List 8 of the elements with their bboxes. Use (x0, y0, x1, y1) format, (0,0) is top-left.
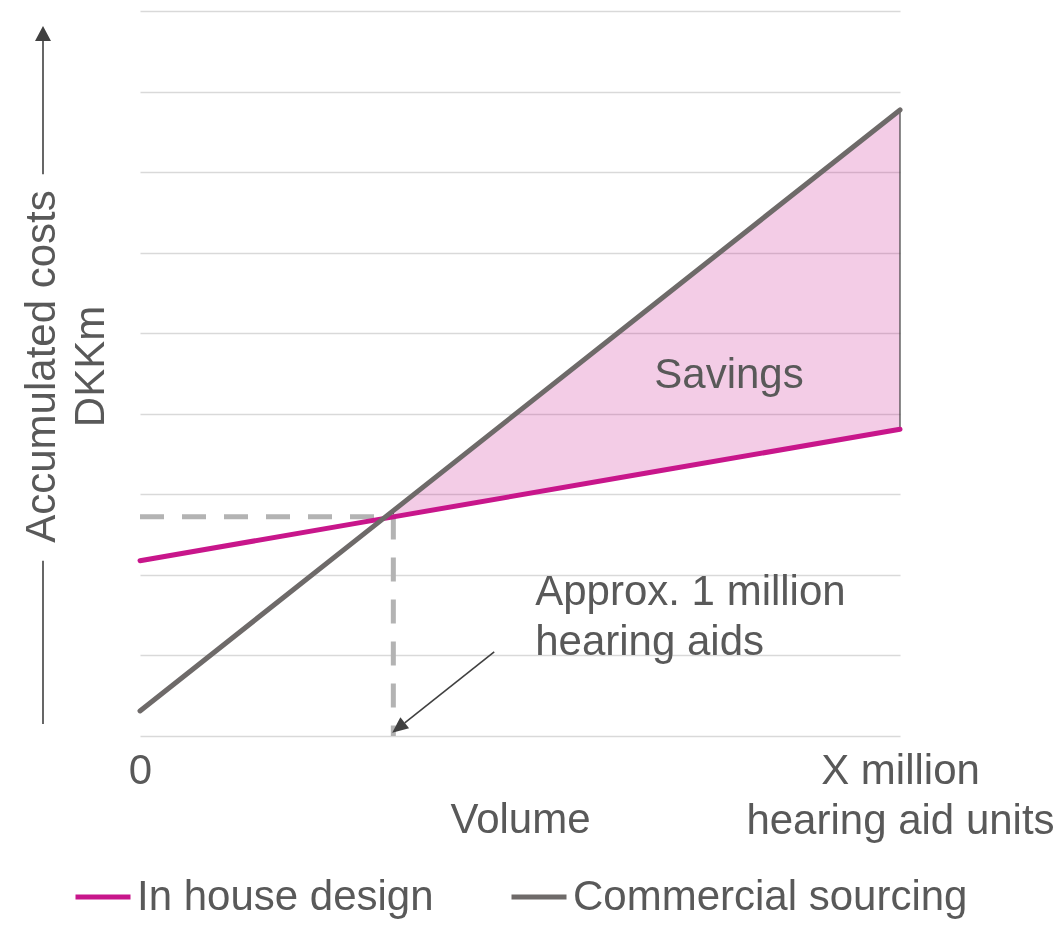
x-tick-label: 0 (128, 745, 153, 793)
legend-label: In house design (137, 872, 434, 919)
x-tick-label: X million hearing aid units (746, 745, 1055, 843)
legend-label: Commercial sourcing (573, 872, 968, 919)
x-axis-title: Volume (450, 794, 591, 842)
annotation: Savings (654, 349, 804, 397)
y-axis-title: Accumulated costs DKKm (16, 190, 113, 543)
annotation: Approx. 1 million hearing aids (535, 566, 846, 664)
